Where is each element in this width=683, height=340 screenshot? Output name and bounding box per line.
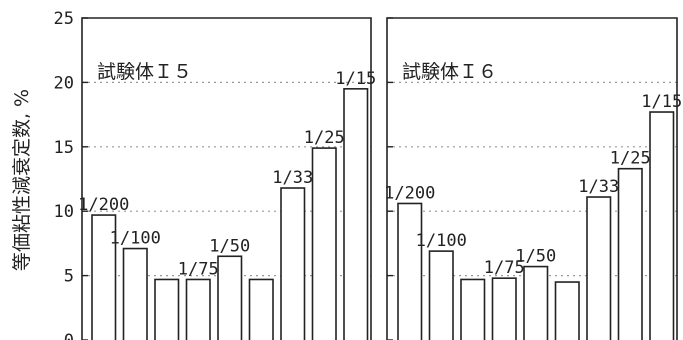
- panel-title: 試験体Ｉ６: [402, 61, 497, 83]
- bar-label: 1/15: [641, 92, 682, 112]
- y-tick-label: 5: [64, 267, 74, 287]
- bar-label: 1/75: [178, 259, 219, 279]
- bar: [311, 147, 337, 340]
- bar: [91, 214, 117, 340]
- y-axis-title: 等価粘性減衰定数, %: [11, 89, 33, 271]
- bar: [428, 250, 454, 340]
- bar-label: 1/33: [578, 177, 619, 197]
- bar: [185, 278, 211, 340]
- bar-label: 1/33: [272, 168, 313, 188]
- bar: [217, 255, 243, 340]
- bar-label: 1/15: [335, 69, 376, 89]
- bar: [343, 88, 369, 340]
- bar-label: 1/200: [384, 183, 435, 203]
- bar: [397, 202, 423, 340]
- panel-title: 試験体Ｉ５: [97, 61, 192, 83]
- y-tick-label: 25: [54, 9, 74, 29]
- panel-frame: [386, 17, 678, 340]
- bar: [554, 281, 580, 340]
- panel-2: 試験体Ｉ６ 1/200 1/100 1/751/50 1/33 1/25 1/15: [384, 17, 682, 340]
- bar: [154, 278, 180, 340]
- y-axis-ticks: 0 5 10 15 20 25: [54, 9, 74, 340]
- y-tick-label: 20: [54, 73, 74, 93]
- y-tick-label: 0: [64, 331, 74, 340]
- bar-label: 1/25: [610, 149, 651, 169]
- bar: [523, 265, 549, 340]
- bar: [248, 278, 274, 340]
- y-tick-label: 15: [54, 138, 74, 158]
- bar-label: 1/50: [515, 247, 556, 267]
- bar: [122, 247, 148, 340]
- bar-label: 1/100: [416, 231, 467, 251]
- bar-label: 1/100: [110, 229, 161, 249]
- bar: [617, 167, 643, 340]
- panel-1: 試験体Ｉ５ 1/200 1/100 1/75 1/50 1/33 1/25 1/15: [78, 17, 376, 340]
- bar-label: 1/25: [304, 128, 345, 148]
- bar: [586, 196, 612, 340]
- bar: [280, 187, 306, 340]
- bar-label: 1/50: [209, 236, 250, 256]
- bar: [491, 277, 517, 340]
- bar: [649, 111, 675, 340]
- y-tick-label: 10: [54, 202, 74, 222]
- panel-frame: [81, 17, 372, 340]
- bar-label: 1/200: [78, 195, 129, 215]
- bar-label: 1/75: [484, 258, 525, 278]
- bar: [460, 278, 486, 340]
